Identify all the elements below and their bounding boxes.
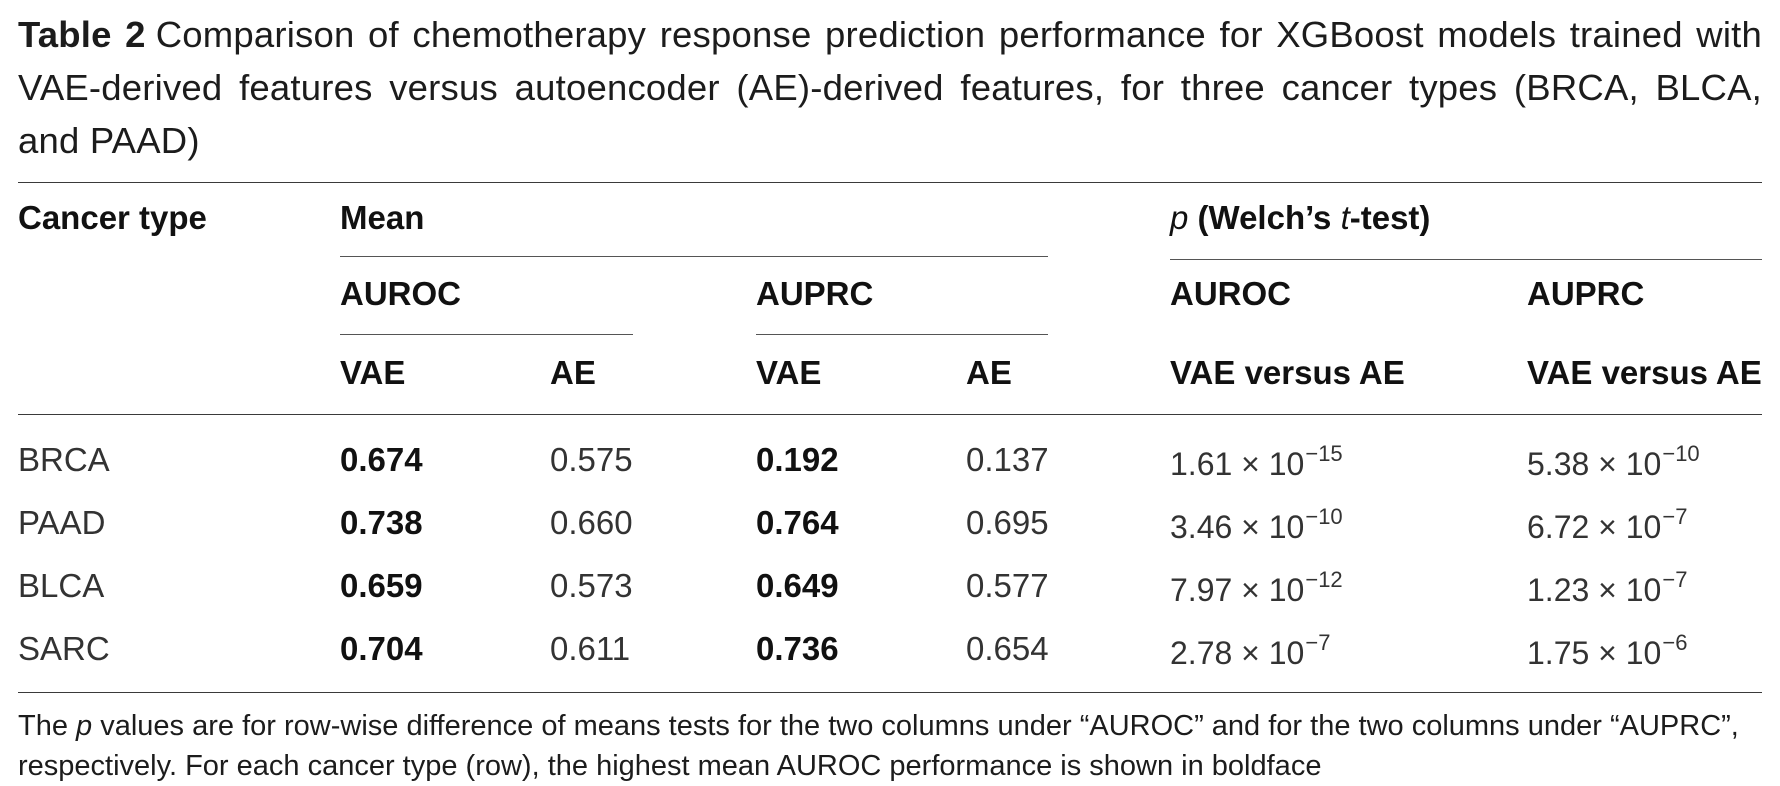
p-exponent: −7 (1662, 567, 1688, 592)
table-label: Table 2 (18, 14, 146, 55)
header-auroc-ae: AE (550, 354, 596, 391)
auprc-ae-value: 0.137 (966, 441, 1049, 478)
p-mantissa: 1.61 × 10 (1170, 446, 1305, 482)
p-mantissa: 1.23 × 10 (1527, 572, 1662, 608)
auroc-ae-value: 0.660 (550, 504, 633, 541)
p-auroc-value: 3.46 × 10−10 (1170, 504, 1343, 551)
header-auroc-vae: VAE (340, 354, 406, 391)
auprc-ae-value: 0.654 (966, 630, 1049, 667)
auprc-ae-value: 0.577 (966, 567, 1049, 604)
table-caption: Table 2 Comparison of chemotherapy respon… (18, 8, 1762, 167)
header-p-welch: p (Welch’s t-test) (1170, 198, 1430, 238)
header-mean-auroc: AUROC (340, 275, 461, 312)
auprc-vae-value: 0.736 (756, 630, 839, 667)
p-auroc-value: 7.97 × 10−12 (1170, 567, 1343, 614)
auprc-vae-value: 0.649 (756, 567, 839, 604)
auprc-span-rule (756, 334, 1048, 335)
p-auprc-value: 6.72 × 10−7 (1527, 504, 1688, 551)
mean-span-rule (340, 256, 1048, 257)
auroc-ae-value: 0.573 (550, 567, 633, 604)
p-mantissa: 1.75 × 10 (1527, 635, 1662, 671)
caption-text: Comparison of chemotherapy response pred… (18, 14, 1762, 161)
header-auprc-vae: VAE (756, 354, 822, 391)
p-exponent: −7 (1305, 630, 1331, 655)
header-p-auprc: AUPRC (1527, 275, 1645, 312)
p-auroc-value: 1.61 × 10−15 (1170, 441, 1343, 488)
auroc-span-rule (340, 334, 633, 335)
row-label: BRCA (18, 441, 110, 478)
auroc-vae-value: 0.659 (340, 567, 423, 604)
p-auprc-value: 1.75 × 10−6 (1527, 630, 1688, 677)
row-label: BLCA (18, 567, 105, 604)
auprc-ae-value: 0.695 (966, 504, 1049, 541)
welch-close: -test) (1349, 199, 1431, 236)
auroc-ae-value: 0.575 (550, 441, 633, 478)
auroc-ae-value: 0.611 (550, 630, 631, 667)
auprc-vae-value: 0.764 (756, 504, 839, 541)
p-exponent: −10 (1305, 504, 1343, 529)
table-bottom-rule (18, 692, 1762, 693)
row-label: SARC (18, 630, 110, 667)
header-auprc-ae: AE (966, 354, 1012, 391)
auroc-vae-value: 0.674 (340, 441, 423, 478)
p-mantissa: 7.97 × 10 (1170, 572, 1305, 608)
table-footnote: The p values are for row-wise difference… (18, 706, 1758, 786)
auprc-vae-value: 0.192 (756, 441, 839, 478)
footnote-p-symbol: p (76, 710, 93, 742)
header-cancer-type: Cancer type (18, 199, 207, 236)
p-exponent: −12 (1305, 567, 1343, 592)
p-mantissa: 3.46 × 10 (1170, 509, 1305, 545)
row-label: PAAD (18, 504, 106, 541)
header-bottom-rule (18, 414, 1762, 415)
p-exponent: −7 (1662, 504, 1688, 529)
p-mantissa: 5.38 × 10 (1527, 446, 1662, 482)
footnote-part2: values are for row-wise difference of me… (18, 710, 1739, 782)
p-exponent: −15 (1305, 441, 1343, 466)
p-exponent: −10 (1662, 441, 1700, 466)
header-p-auprc-vae-vs-ae: VAE versus AE (1527, 354, 1762, 391)
p-span-rule (1170, 259, 1762, 260)
header-mean: Mean (340, 199, 425, 236)
auroc-vae-value: 0.704 (340, 630, 423, 667)
footnote-part1: The (18, 710, 77, 742)
header-p-auroc: AUROC (1170, 275, 1291, 312)
p-auroc-value: 2.78 × 10−7 (1170, 630, 1331, 677)
p-auprc-value: 5.38 × 10−10 (1527, 441, 1700, 488)
header-p-auroc-vae-vs-ae: VAE versus AE (1170, 354, 1405, 391)
t-symbol: t (1340, 199, 1350, 236)
p-mantissa: 6.72 × 10 (1527, 509, 1662, 545)
p-exponent: −6 (1662, 630, 1688, 655)
welch-open: (Welch’s (1188, 199, 1341, 236)
p-symbol: p (1170, 199, 1189, 236)
header-mean-auprc: AUPRC (756, 275, 874, 312)
auroc-vae-value: 0.738 (340, 504, 423, 541)
p-auprc-value: 1.23 × 10−7 (1527, 567, 1688, 614)
p-mantissa: 2.78 × 10 (1170, 635, 1305, 671)
table-top-rule (18, 182, 1762, 183)
